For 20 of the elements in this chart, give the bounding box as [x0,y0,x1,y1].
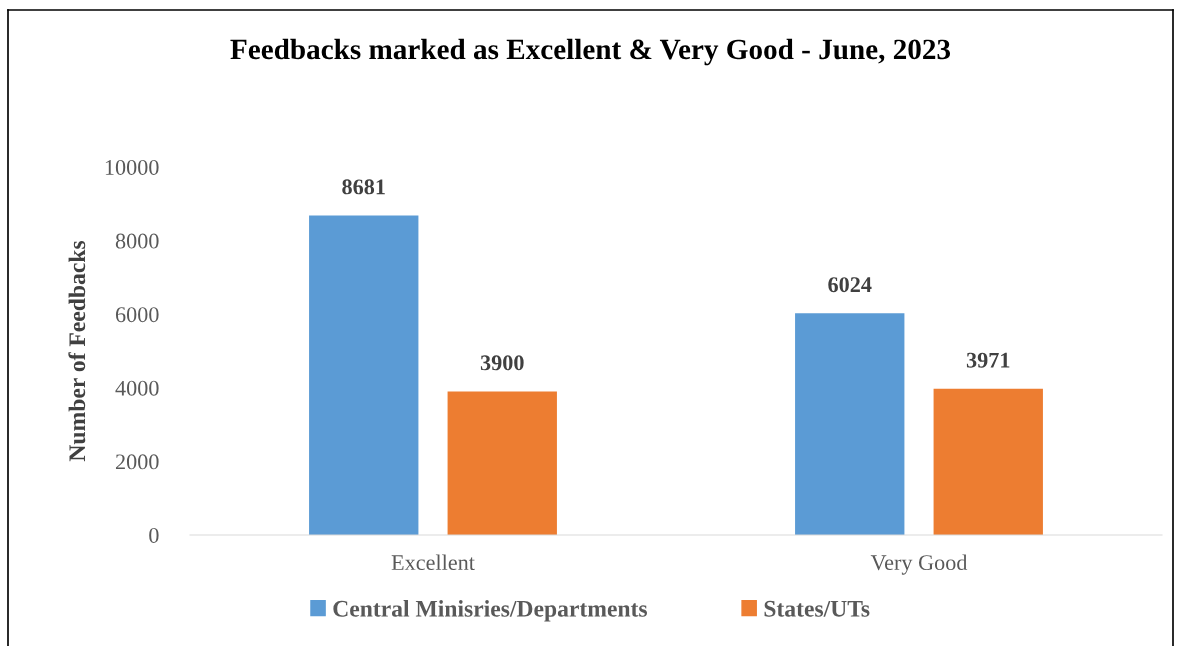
legend-label: States/UTs [764,600,870,617]
y-tick-label: 10000 [105,159,159,175]
y-axis-title: Number of Feedbacks [68,240,86,462]
y-tick-label: 4000 [115,380,159,396]
data-label: 3900 [480,355,524,371]
bar [795,313,905,535]
bar [933,388,1043,535]
bar [447,391,557,535]
x-tick-label: Very Good [870,554,968,575]
y-tick-label: 8000 [115,233,159,249]
data-label: 6024 [828,277,872,293]
data-label: 8681 [342,179,385,195]
bar [309,215,419,535]
x-tick-label: Excellent [391,554,475,571]
chart-title: Feedbacks marked as Excellent & Very Good - June, 2023 [230,38,951,66]
y-tick-label: 2000 [115,454,159,470]
y-tick-label: 6000 [115,307,159,323]
y-tick-label: 0 [149,527,159,543]
data-label: 3971 [966,352,1010,368]
legend-label: Central Minisries/Departments [333,600,648,622]
